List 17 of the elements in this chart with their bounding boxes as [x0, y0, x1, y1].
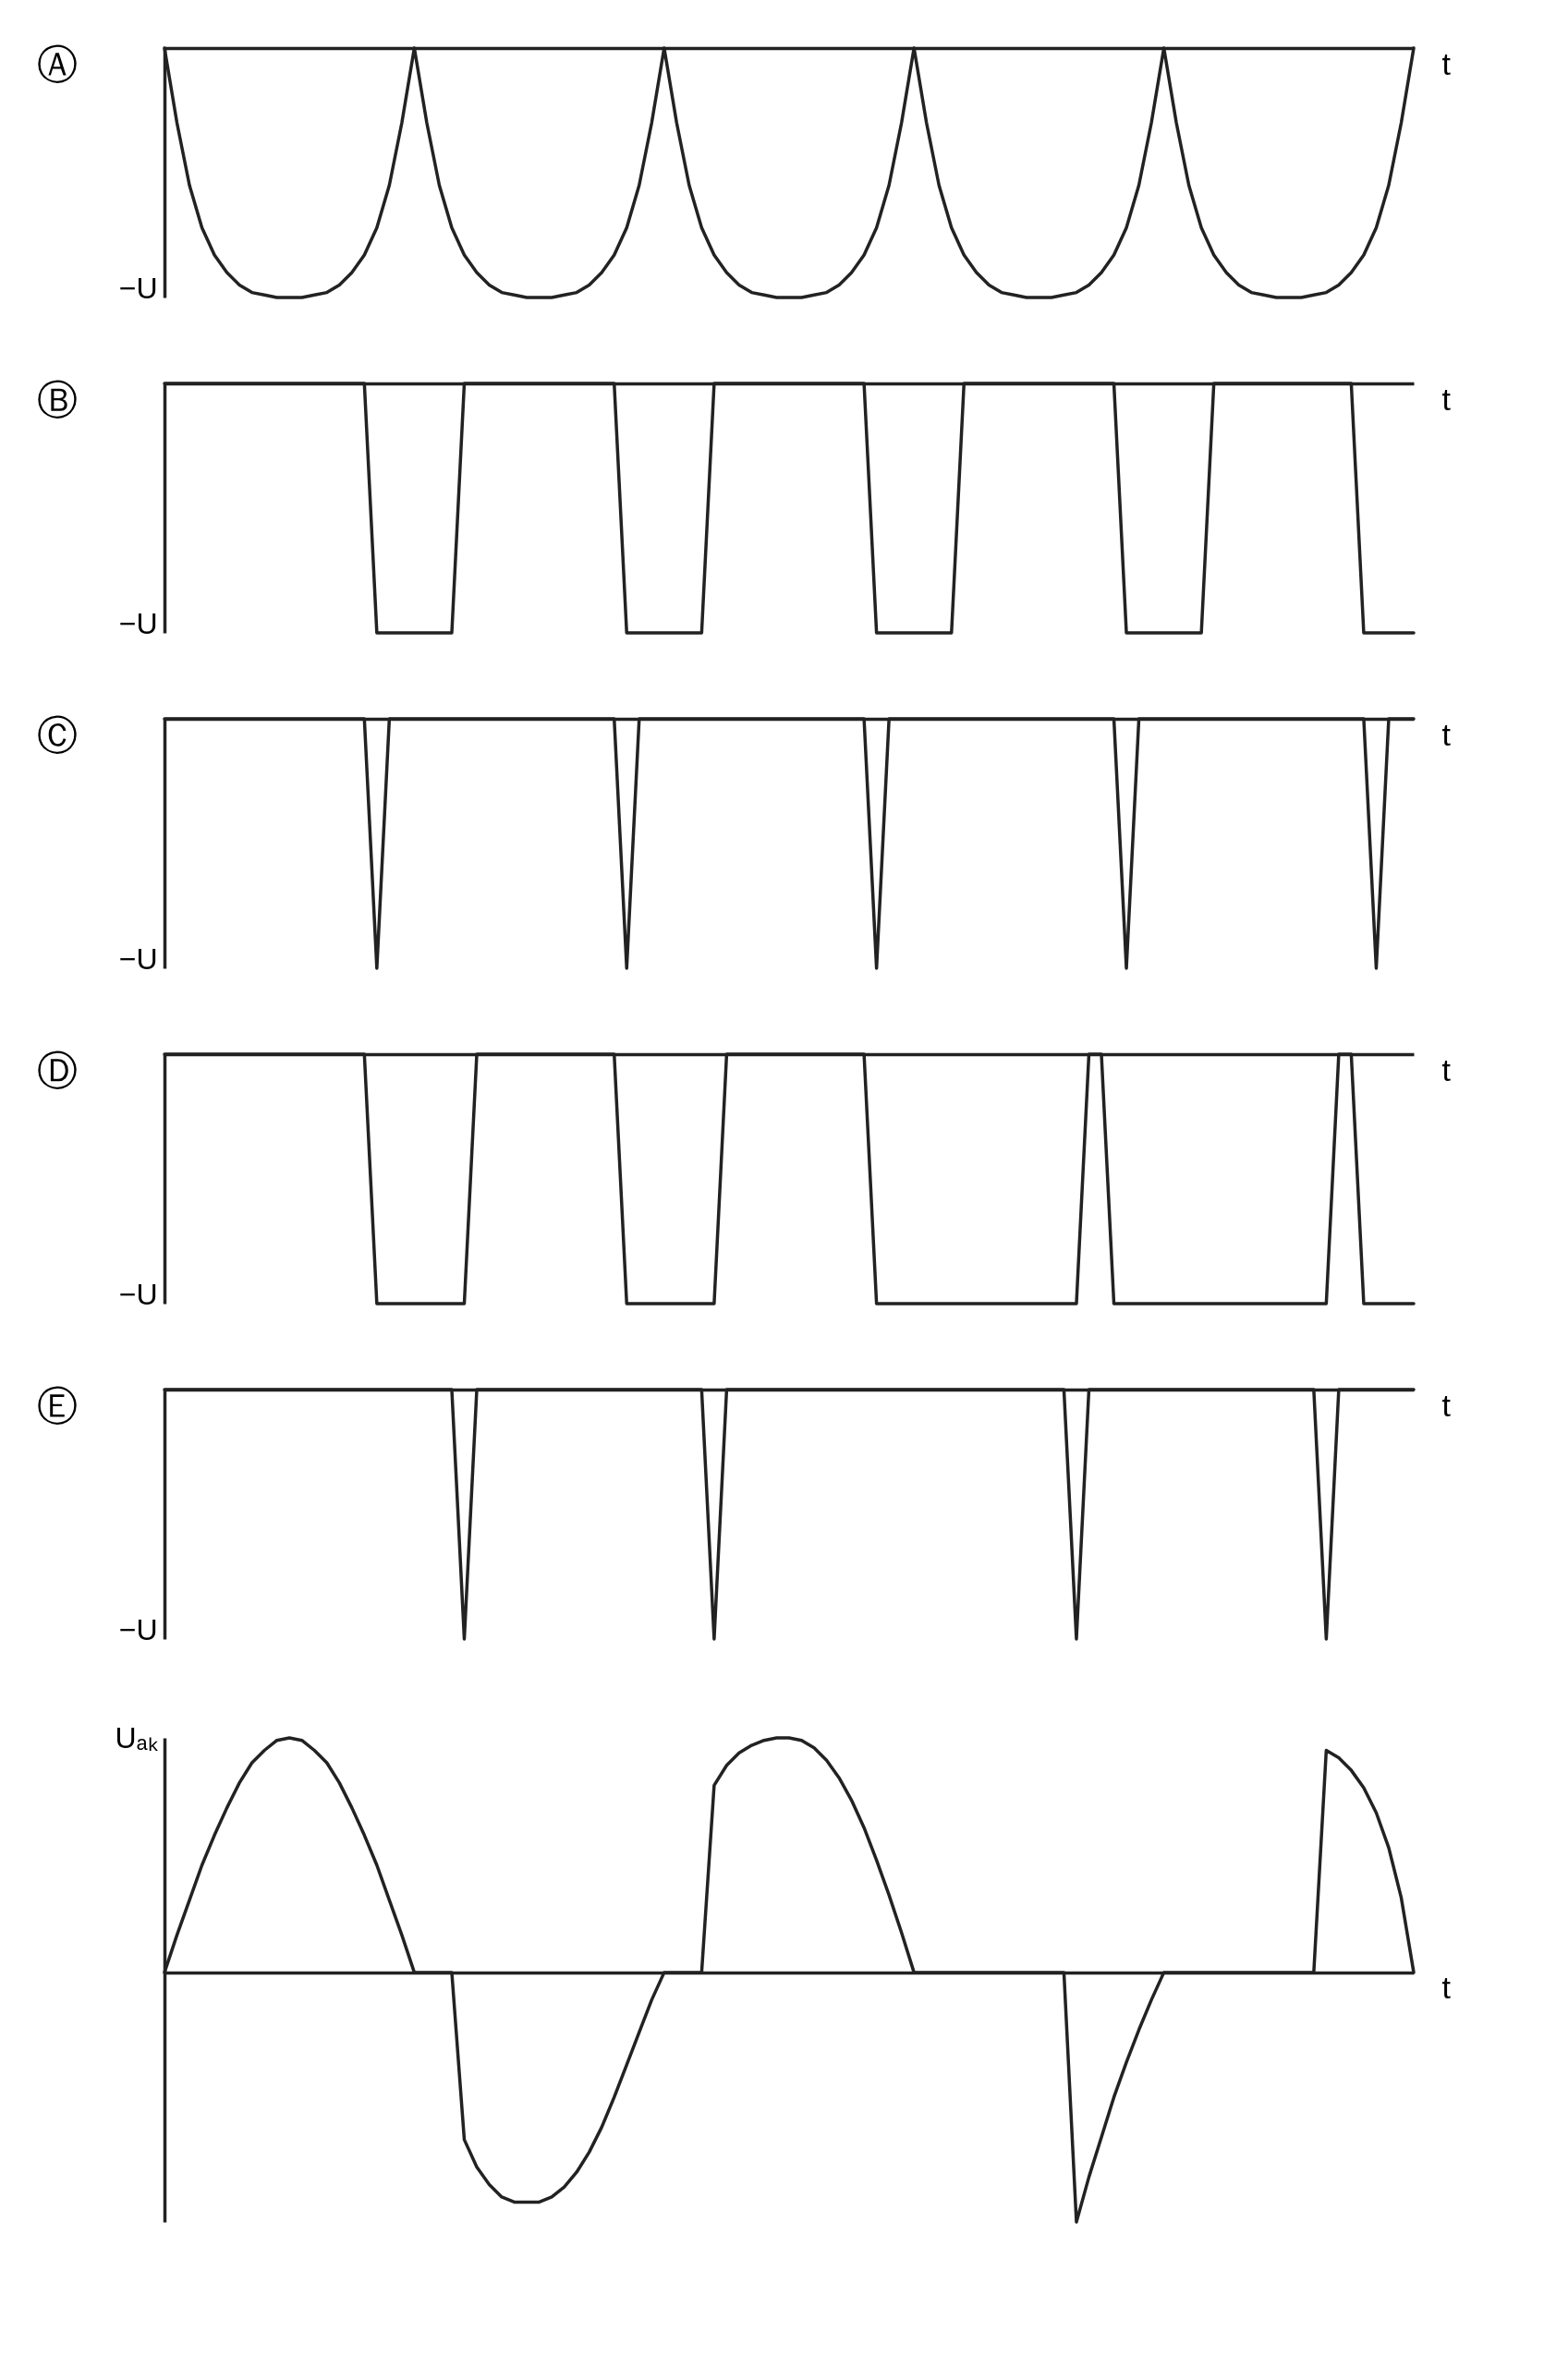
- y-axis-title: −U: [118, 1612, 158, 1646]
- y-axis-title: −U: [118, 271, 158, 305]
- x-axis-title: t: [1441, 1970, 1452, 2006]
- chart-title: Ⓓ: [37, 1048, 79, 1094]
- x-axis-title: t: [1441, 45, 1452, 81]
- chart-title: Ⓑ: [37, 377, 79, 423]
- x-axis-title: t: [1441, 716, 1452, 752]
- x-axis-title: t: [1441, 381, 1452, 417]
- chart-title: Ⓒ: [37, 712, 79, 759]
- y-axis-title: −U: [118, 1277, 158, 1311]
- x-axis-title: t: [1441, 1051, 1452, 1087]
- chart-title: Ⓔ: [37, 1383, 79, 1429]
- y-axis-title: Uₐₖ: [115, 1720, 158, 1755]
- x-axis-title: t: [1441, 1387, 1452, 1423]
- y-axis-title: −U: [118, 941, 158, 976]
- chart-title: Ⓐ: [37, 42, 79, 88]
- y-axis-title: −U: [118, 606, 158, 640]
